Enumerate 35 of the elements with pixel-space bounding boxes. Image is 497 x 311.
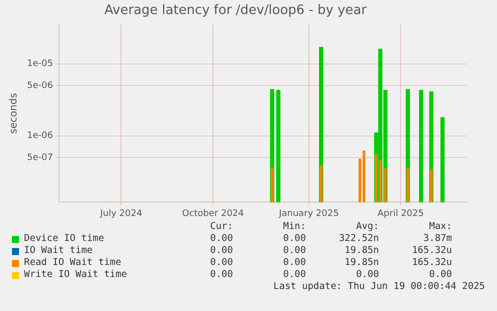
text: 19.85n bbox=[344, 257, 380, 269]
x-tick-label: July 2024 bbox=[99, 208, 142, 219]
legend-label: IO Wait time bbox=[23, 245, 94, 257]
text: 0.00 bbox=[282, 245, 307, 257]
y-axis-title: seconds bbox=[8, 92, 20, 134]
legend-label: Device IO time bbox=[23, 233, 106, 245]
text: 0.00 bbox=[209, 257, 234, 269]
legend-label: Read IO Wait time bbox=[23, 257, 122, 269]
text: 0.00 bbox=[209, 269, 234, 281]
text: 0.00 bbox=[355, 269, 380, 281]
text: 0.00 bbox=[428, 269, 453, 281]
text: 3.87m bbox=[422, 233, 453, 245]
text: Last update: Thu Jun 19 00:00:44 2025 bbox=[273, 281, 485, 292]
text: 19.85n bbox=[344, 245, 380, 257]
x-tick-label: October 2024 bbox=[182, 208, 244, 219]
text: Max: bbox=[428, 221, 453, 233]
text: 0.00 bbox=[282, 233, 307, 245]
text: Avg: bbox=[355, 221, 380, 233]
y-tick-label: 5e-07 bbox=[26, 152, 53, 163]
y-tick-label: 1e-06 bbox=[26, 131, 54, 142]
chart-title: Average latency for /dev/loop6 - by year bbox=[104, 3, 368, 18]
text: 0.00 bbox=[209, 233, 234, 245]
x-tick-label: January 2025 bbox=[278, 208, 339, 219]
y-tick-label: 1e-05 bbox=[26, 59, 53, 70]
text: Min: bbox=[282, 221, 307, 233]
x-tick-label: April 2025 bbox=[378, 208, 424, 219]
text: 165.32u bbox=[410, 257, 453, 269]
y-tick-label: 5e-06 bbox=[26, 80, 54, 91]
text: Cur: bbox=[209, 221, 234, 233]
text: 0.00 bbox=[282, 269, 307, 281]
text: 322.52n bbox=[338, 233, 380, 245]
legend-label: Write IO Wait time bbox=[23, 269, 128, 281]
text: 165.32u bbox=[410, 245, 453, 257]
text: 0.00 bbox=[209, 245, 234, 257]
text: 0.00 bbox=[282, 257, 307, 269]
